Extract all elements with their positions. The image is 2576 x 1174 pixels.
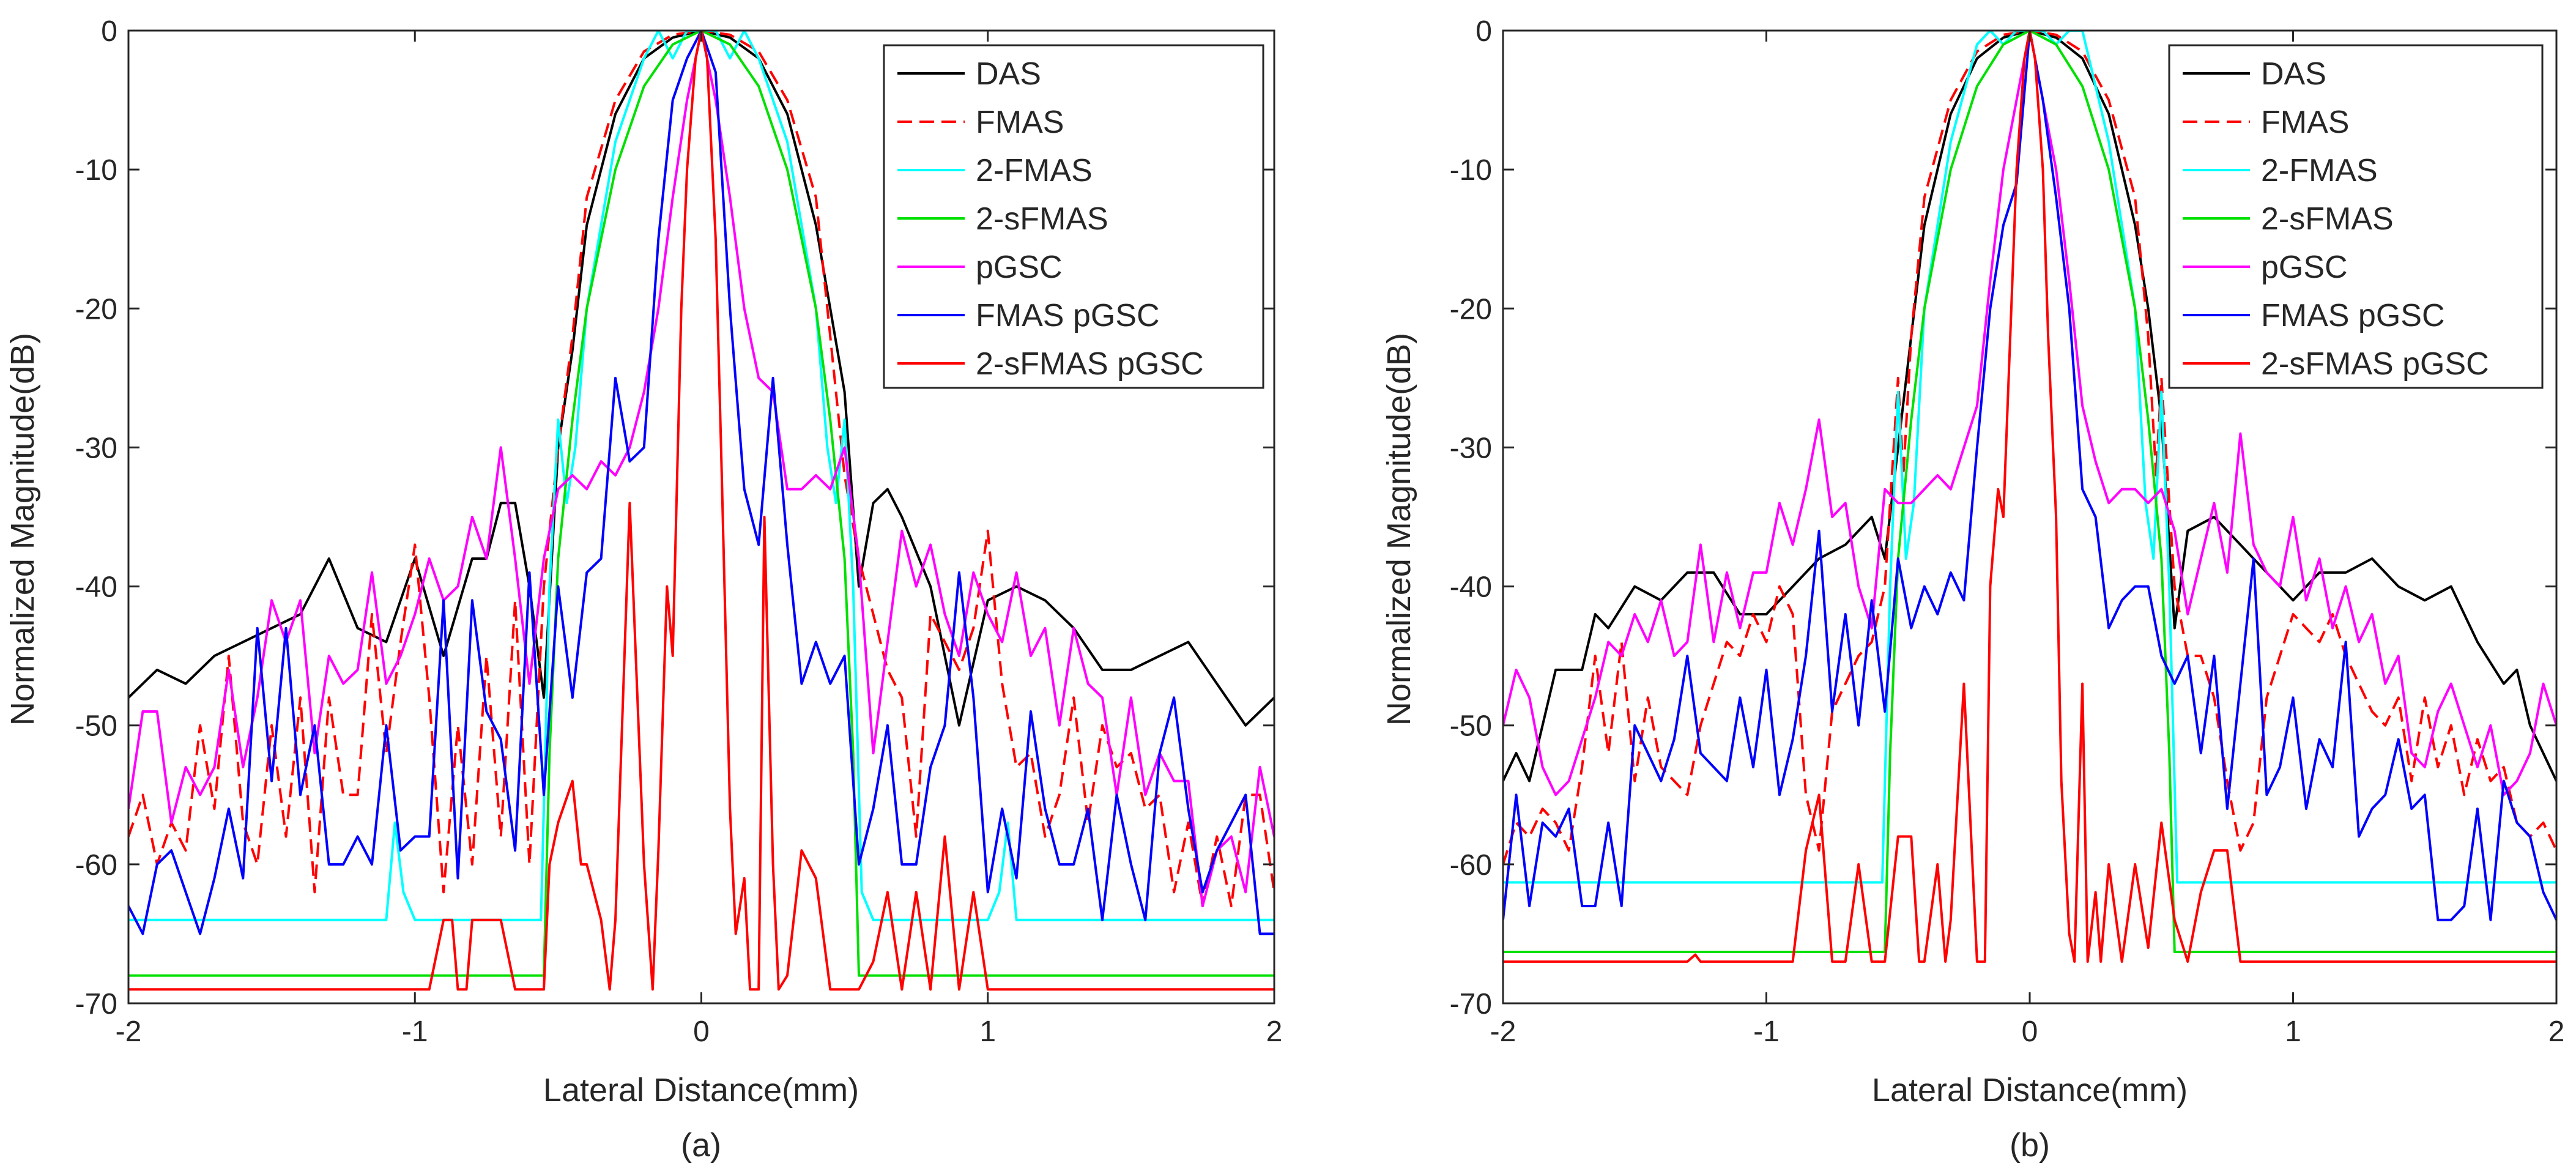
x-tick-label-b: 0 <box>2022 1016 2038 1048</box>
series-line-a-2-sfmas <box>128 31 1274 977</box>
y-axis-label-a: Normalized Magnitude(dB) <box>4 333 41 726</box>
x-tick-label-a: -1 <box>402 1016 428 1048</box>
series-group-b <box>1503 31 2556 963</box>
caption-a: (a) <box>681 1127 721 1164</box>
y-tick-label-b: -20 <box>1450 293 1492 325</box>
legend-a: DAS FMAS 2-FMAS 2-sFMAS pGSC FMAS pGSC 2-sFMAS… <box>883 44 1264 389</box>
y-tick-label-a: -50 <box>75 710 117 743</box>
y-axis-label-b: Normalized Magnitude(dB) <box>1381 333 1417 726</box>
y-tick-label-a: -70 <box>75 988 117 1020</box>
y-tick-label-a: -40 <box>75 571 117 604</box>
legend-label-b: pGSC <box>2261 250 2348 285</box>
y-tick-label-a: 0 <box>101 15 117 48</box>
series-line-b-2-sfmas-pgsc <box>1503 31 2556 963</box>
series-line-a-2-sfmas-pgsc <box>128 31 1274 991</box>
legend-label-b: 2-FMAS <box>2261 153 2378 188</box>
y-tick-label-b: -70 <box>1450 988 1492 1020</box>
legend-label-a: FMAS <box>976 105 1064 140</box>
panel-b: Normalized Magnitude(dB) Lateral Distanc… <box>1381 15 2564 1164</box>
legend-label-a: pGSC <box>976 250 1063 285</box>
series-line-a-pgsc <box>128 31 1274 907</box>
legend-label-a: 2-FMAS <box>976 153 1093 188</box>
legend-b: DAS FMAS 2-FMAS 2-sFMAS pGSC FMAS pGSC 2-sFMAS… <box>2168 44 2544 389</box>
y-tick-label-b: -50 <box>1450 710 1492 743</box>
legend-label-a: 2-sFMAS <box>976 201 1108 237</box>
series-line-b-das <box>1503 31 2556 782</box>
panel-a: Normalized Magnitude(dB) Lateral Distanc… <box>4 15 1282 1164</box>
legend-label-b: 2-sFMAS pGSC <box>2261 346 2489 382</box>
x-tick-label-a: 1 <box>979 1016 996 1048</box>
legend-label-b: FMAS pGSC <box>2261 298 2445 333</box>
x-tick-label-b: -1 <box>1753 1016 1780 1048</box>
y-tick-label-a: -60 <box>75 849 117 882</box>
series-line-a-fmas <box>128 31 1274 907</box>
x-tick-label-b: 1 <box>2285 1016 2301 1048</box>
y-tick-label-b: -60 <box>1450 849 1492 882</box>
y-tick-label-b: -10 <box>1450 154 1492 187</box>
series-line-b-fmas <box>1503 31 2556 865</box>
y-tick-label-a: -10 <box>75 154 117 187</box>
x-tick-label-a: -2 <box>116 1016 142 1048</box>
x-tick-label-b: -2 <box>1490 1016 1516 1048</box>
x-axis-label-a: Lateral Distance(mm) <box>543 1072 859 1109</box>
y-tick-label-b: -40 <box>1450 571 1492 604</box>
x-tick-label-a: 0 <box>693 1016 710 1048</box>
y-tick-label-a: -20 <box>75 293 117 325</box>
y-tick-label-b: -30 <box>1450 432 1492 464</box>
legend-label-b: 2-sFMAS <box>2261 201 2394 237</box>
series-line-b-2-fmas <box>1503 31 2556 884</box>
legend-label-b: FMAS <box>2261 105 2349 140</box>
series-line-b-fmas-pgsc <box>1503 31 2556 921</box>
y-tick-label-a: -30 <box>75 432 117 464</box>
legend-label-b: DAS <box>2261 56 2326 92</box>
legend-label-a: 2-sFMAS pGSC <box>976 346 1204 382</box>
x-tick-label-a: 2 <box>1266 1016 1283 1048</box>
x-axis-label-b: Lateral Distance(mm) <box>1872 1072 2188 1109</box>
x-tick-label-b: 2 <box>2548 1016 2565 1048</box>
y-tick-label-b: 0 <box>1475 15 1492 48</box>
series-line-a-2-fmas <box>128 31 1274 921</box>
series-line-a-fmas-pgsc <box>128 31 1274 935</box>
caption-b: (b) <box>2010 1127 2050 1164</box>
legend-label-a: DAS <box>976 56 1041 92</box>
series-group-a <box>128 31 1274 991</box>
legend-box-b <box>2168 44 2544 389</box>
legend-label-a: FMAS pGSC <box>976 298 1160 333</box>
legend-box-a <box>883 44 1264 389</box>
series-line-a-das <box>128 31 1274 727</box>
series-line-b-pgsc <box>1503 31 2556 797</box>
